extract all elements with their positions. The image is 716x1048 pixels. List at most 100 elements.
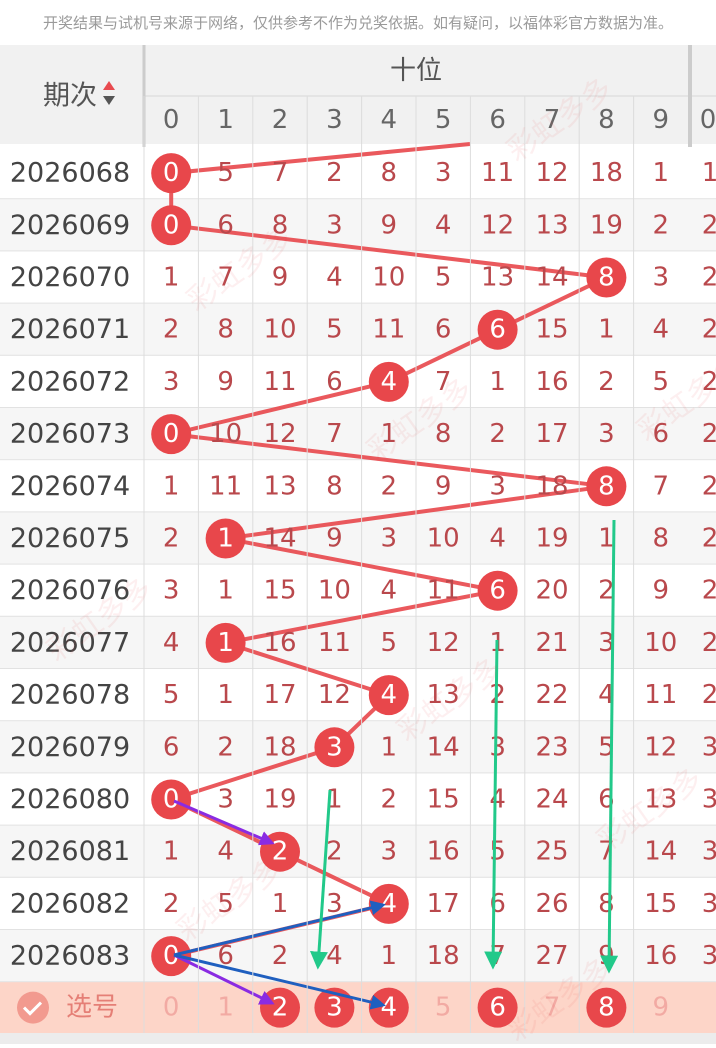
cell: 3 (702, 732, 716, 762)
ball-number: 0 (163, 941, 180, 971)
cell: 2 (702, 576, 716, 606)
cell: 19 (535, 524, 568, 554)
cell: 1 (598, 315, 615, 345)
cell: 5 (163, 680, 180, 710)
ball-number: 1 (217, 524, 234, 554)
ball-number: 0 (163, 210, 180, 240)
ball (151, 936, 192, 977)
cell: 11 (318, 628, 351, 658)
cell: 3 (217, 785, 234, 815)
ball-number: 6 (489, 315, 506, 345)
cell: 4 (326, 263, 343, 293)
ball-number: 2 (272, 993, 289, 1023)
cell: 18 (263, 732, 296, 762)
ball (151, 205, 192, 246)
cell: 2 (217, 732, 234, 762)
cell: 3 (489, 471, 506, 501)
cell: 6 (217, 210, 234, 240)
cell: 1 (163, 837, 180, 867)
period: 2026080 (10, 784, 130, 815)
cell: 4 (435, 210, 452, 240)
cell: 19 (590, 210, 623, 240)
period: 2026068 (10, 158, 130, 189)
row-bg (0, 877, 716, 930)
ball (368, 361, 409, 402)
cell: 2 (702, 419, 716, 449)
arrow (484, 639, 503, 970)
cell: 10 (263, 315, 296, 345)
cell: 1 (381, 732, 398, 762)
cell: 3 (702, 889, 716, 919)
ball-number: 6 (489, 993, 506, 1023)
group-header: 十位 (390, 56, 442, 86)
cell: 16 (427, 837, 460, 867)
period: 2026074 (10, 471, 130, 502)
ball (477, 987, 518, 1028)
cell: 9 (653, 576, 670, 606)
period: 2026072 (10, 366, 130, 397)
cell: 2 (702, 471, 716, 501)
row-bg (0, 930, 716, 983)
cell: 10 (644, 628, 677, 658)
ball-number: 8 (598, 263, 615, 293)
cell: 3 (702, 837, 716, 867)
cell: 5 (381, 628, 398, 658)
cell: 11 (209, 471, 242, 501)
digit-header: 6 (489, 105, 506, 135)
digit-header: 7 (544, 105, 561, 135)
digit-header: 1 (217, 105, 234, 135)
cell: 4 (489, 524, 506, 554)
cell: 12 (427, 628, 460, 658)
cell: 12 (535, 158, 568, 188)
sort-up[interactable] (103, 81, 115, 90)
ball-number: 0 (163, 158, 180, 188)
sort-down[interactable] (103, 96, 115, 105)
cell: 16 (263, 628, 296, 658)
cell: 1 (217, 576, 234, 606)
cell: 3 (489, 732, 506, 762)
period: 2026079 (10, 732, 130, 763)
cell: 5 (326, 315, 343, 345)
ball-number: 2 (272, 837, 289, 867)
cell: 2 (381, 471, 398, 501)
row-bg (0, 825, 716, 878)
cell: 8 (326, 471, 343, 501)
cell: 7 (217, 263, 234, 293)
cell: 0 (163, 993, 180, 1023)
cell: 11 (481, 158, 514, 188)
row-bg (0, 199, 716, 252)
digit-header: 2 (272, 105, 289, 135)
cell: 8 (653, 524, 670, 554)
check-icon[interactable] (17, 991, 49, 1024)
cell: 2 (163, 524, 180, 554)
cell: 10 (318, 576, 351, 606)
cell: 1 (217, 993, 234, 1023)
cell: 14 (644, 837, 677, 867)
ball-number: 8 (598, 471, 615, 501)
ball-number: 0 (163, 785, 180, 815)
cell: 26 (535, 889, 568, 919)
period-header: 期次 (43, 81, 97, 112)
cell: 4 (653, 315, 670, 345)
cell: 4 (326, 941, 343, 971)
cell: 3 (702, 941, 716, 971)
digit-header: 5 (435, 105, 452, 135)
cell: 10 (372, 263, 405, 293)
notice: 开奖结果与试机号来源于网络，仅供参考不作为兑奖依据。如有疑问，以福体彩官方数据为… (43, 14, 673, 32)
cell: 16 (644, 941, 677, 971)
cell: 1 (489, 367, 506, 397)
cell: 19 (263, 785, 296, 815)
period: 2026070 (10, 262, 130, 293)
ball (477, 309, 518, 350)
cell: 1 (272, 889, 289, 919)
ball-number: 8 (598, 993, 615, 1023)
cell: 25 (535, 837, 568, 867)
cell: 8 (272, 210, 289, 240)
notice-bar (0, 0, 716, 45)
period: 2026076 (10, 575, 130, 606)
arrow (600, 519, 619, 974)
cell: 4 (381, 576, 398, 606)
ball-number: 4 (381, 367, 398, 397)
cell: 10 (209, 419, 242, 449)
